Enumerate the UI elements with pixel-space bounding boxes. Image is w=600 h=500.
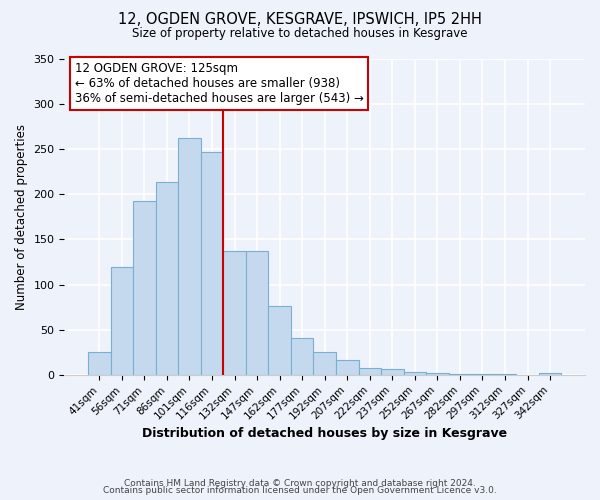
Bar <box>110 266 133 375</box>
Bar <box>223 251 246 375</box>
Bar <box>246 251 268 375</box>
Bar <box>201 152 223 375</box>
Bar <box>471 374 494 375</box>
Bar <box>381 370 404 375</box>
Bar <box>88 352 110 375</box>
Text: 12 OGDEN GROVE: 125sqm
← 63% of detached houses are smaller (938)
36% of semi-de: 12 OGDEN GROVE: 125sqm ← 63% of detached… <box>75 62 364 105</box>
Bar <box>404 372 426 375</box>
Bar <box>268 306 291 375</box>
Bar <box>359 368 381 375</box>
Bar <box>426 373 449 375</box>
Text: 12, OGDEN GROVE, KESGRAVE, IPSWICH, IP5 2HH: 12, OGDEN GROVE, KESGRAVE, IPSWICH, IP5 … <box>118 12 482 28</box>
Y-axis label: Number of detached properties: Number of detached properties <box>15 124 28 310</box>
Text: Contains public sector information licensed under the Open Government Licence v3: Contains public sector information licen… <box>103 486 497 495</box>
Bar <box>178 138 201 375</box>
Bar <box>291 338 313 375</box>
Bar <box>539 373 562 375</box>
Bar <box>133 200 155 375</box>
Bar <box>449 374 471 375</box>
Bar <box>494 374 516 375</box>
Text: Size of property relative to detached houses in Kesgrave: Size of property relative to detached ho… <box>132 28 468 40</box>
Bar <box>336 360 359 375</box>
Bar <box>155 182 178 375</box>
X-axis label: Distribution of detached houses by size in Kesgrave: Distribution of detached houses by size … <box>142 427 507 440</box>
Text: Contains HM Land Registry data © Crown copyright and database right 2024.: Contains HM Land Registry data © Crown c… <box>124 478 476 488</box>
Bar <box>313 352 336 375</box>
